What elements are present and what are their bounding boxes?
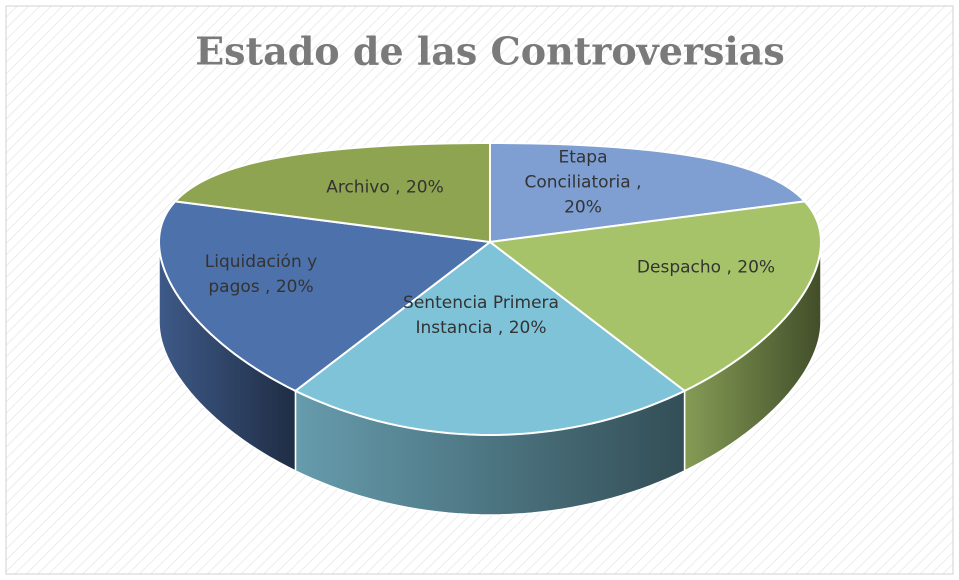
pie-slice [293,240,687,437]
data-label: Despacho , 20% [636,257,776,278]
pie-slice [489,141,807,244]
data-label: Archivo , 20% [326,177,444,198]
data-label: Liquidación y pagos , 20% [204,252,318,297]
pie-slice [487,200,823,393]
pie-slice [157,200,493,393]
data-label: Sentencia Primera Instancia , 20% [403,293,559,338]
chart-title: Estado de las Controversias [195,29,785,74]
data-label: Etapa Conciliatoria , 20% [524,147,642,218]
pie-slice [173,141,491,244]
